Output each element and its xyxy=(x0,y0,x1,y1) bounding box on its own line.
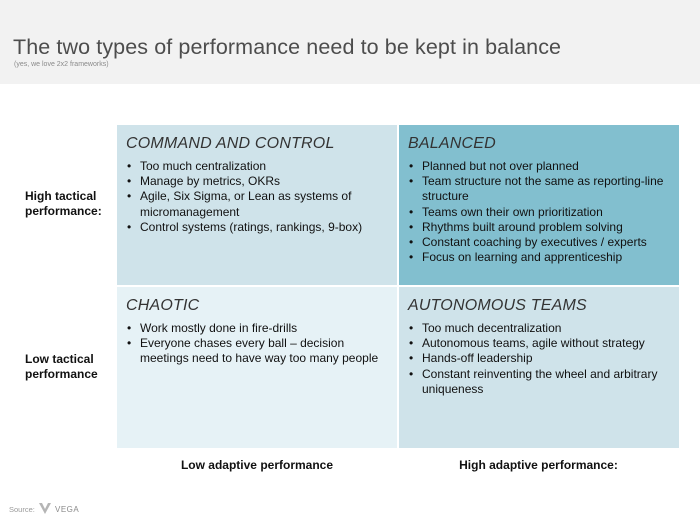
column-label-low-adaptive: Low adaptive performance xyxy=(180,458,334,472)
page-subtitle: (yes, we love 2x2 frameworks) xyxy=(14,61,109,68)
list-item: Teams own their own prioritization xyxy=(408,205,671,220)
list-item: Too much decentralization xyxy=(408,321,671,336)
quadrant-list: Too much decentralization Autonomous tea… xyxy=(408,321,671,397)
list-item: Control systems (ratings, rankings, 9-bo… xyxy=(126,220,389,235)
quadrant-title: BALANCED xyxy=(408,135,496,152)
list-item: Manage by metrics, OKRs xyxy=(126,174,389,189)
quadrant-list: Too much centralization Manage by metric… xyxy=(126,159,389,235)
column-label-high-adaptive: High adaptive performance: xyxy=(459,458,618,472)
list-item: Planned but not over planned xyxy=(408,159,671,174)
list-item: Team structure not the same as reporting… xyxy=(408,174,671,204)
list-item: Too much centralization xyxy=(126,159,389,174)
list-item: Work mostly done in fire-drills xyxy=(126,321,389,336)
list-item: Autonomous teams, agile without strategy xyxy=(408,336,671,351)
quadrant-autonomous-teams: AUTONOMOUS TEAMS Too much decentralizati… xyxy=(399,287,679,448)
list-item: Hands-off leadership xyxy=(408,351,671,366)
source-label: Source: xyxy=(9,505,35,514)
list-item: Everyone chases every ball – decision me… xyxy=(126,336,389,366)
quadrant-command-and-control: COMMAND AND CONTROL Too much centralizat… xyxy=(117,125,397,285)
quadrant-list: Planned but not over planned Team struct… xyxy=(408,159,671,266)
quadrant-chaotic: CHAOTIC Work mostly done in fire-drills … xyxy=(117,287,397,448)
quadrant-title: CHAOTIC xyxy=(126,297,200,314)
quadrant-balanced: BALANCED Planned but not over planned Te… xyxy=(399,125,679,285)
row-label-high-tactical: High tactical performance: xyxy=(25,189,102,218)
title-band xyxy=(0,0,700,84)
list-item: Agile, Six Sigma, or Lean as systems of … xyxy=(126,189,389,219)
row-label-low-tactical: Low tactical performance xyxy=(25,352,98,381)
quadrant-list: Work mostly done in fire-drills Everyone… xyxy=(126,321,389,367)
list-item: Constant coaching by executives / expert… xyxy=(408,235,671,250)
list-item: Constant reinventing the wheel and arbit… xyxy=(408,367,671,397)
vega-logo-text: VEGA xyxy=(55,505,80,514)
quadrant-title: COMMAND AND CONTROL xyxy=(126,135,335,152)
list-item: Rhythms built around problem solving xyxy=(408,220,671,235)
page-title: The two types of performance need to be … xyxy=(13,35,562,59)
quadrant-title: AUTONOMOUS TEAMS xyxy=(408,297,587,314)
list-item: Focus on learning and apprenticeship xyxy=(408,250,671,265)
vega-logo-icon xyxy=(39,503,51,514)
